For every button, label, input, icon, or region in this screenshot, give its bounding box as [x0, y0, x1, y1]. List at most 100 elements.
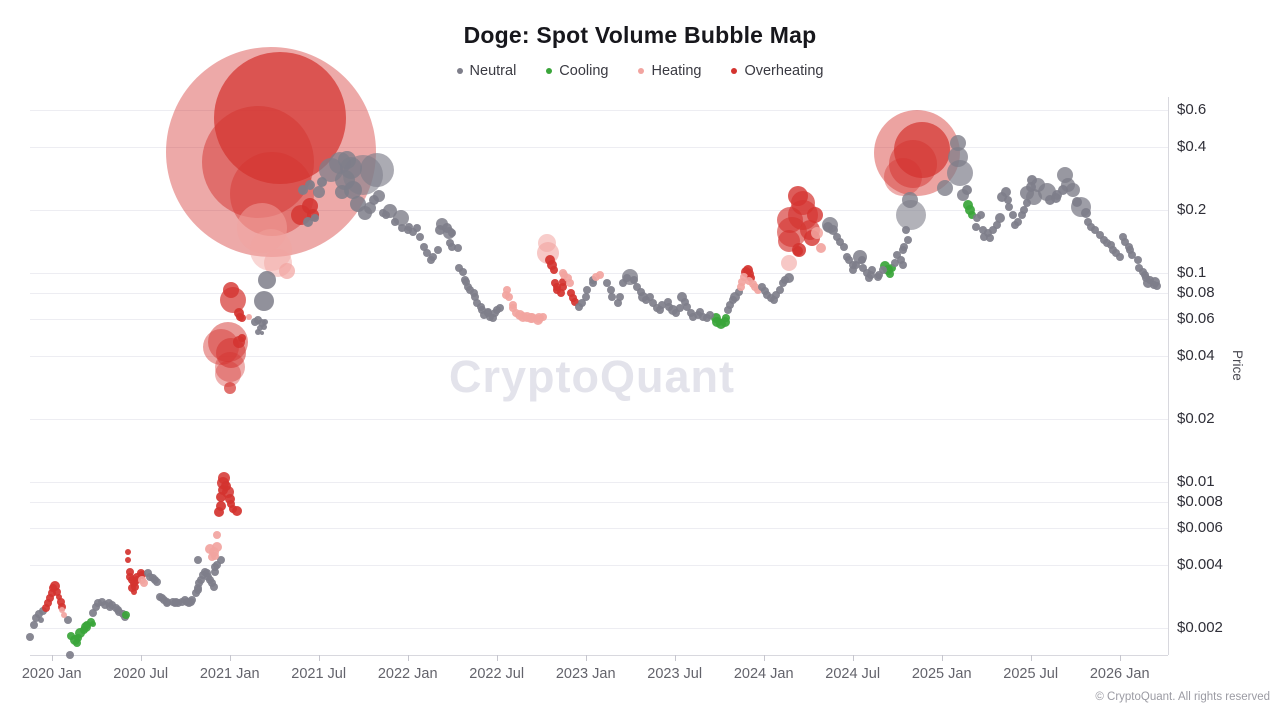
bubble: [608, 292, 617, 301]
bubble: [188, 596, 197, 605]
bubble: [462, 277, 471, 286]
bubble: [537, 234, 556, 253]
bubble: [126, 567, 135, 576]
bubble: [902, 226, 911, 235]
bubble: [1080, 207, 1091, 218]
bubble: [221, 481, 232, 492]
bubble: [563, 274, 572, 283]
x-tick-label: 2023 Jul: [647, 666, 703, 682]
bubble: [75, 628, 86, 639]
bubble: [567, 288, 576, 297]
x-tick-label: 2021 Jul: [291, 666, 347, 682]
gridline: [30, 628, 1168, 629]
x-tick-label: 2020 Jan: [21, 666, 82, 682]
bubble: [262, 319, 269, 326]
bubble: [839, 243, 848, 252]
bubble: [845, 256, 854, 265]
gridline: [30, 356, 1168, 358]
bubble: [729, 296, 738, 304]
bubble: [208, 547, 219, 557]
bubble: [297, 184, 308, 195]
copyright-footer: © CryptoQuant. All rights reserved: [1095, 691, 1270, 703]
bubble: [140, 579, 149, 588]
bubble: [832, 232, 841, 241]
bubble: [1121, 237, 1130, 246]
bubble: [193, 556, 202, 564]
bubble: [672, 308, 681, 317]
bubble: [868, 266, 877, 275]
x-tick: [674, 655, 676, 661]
bubble: [202, 568, 211, 577]
y-tick-label: $0.04: [1177, 347, 1215, 365]
bubble: [360, 152, 395, 187]
bubble: [736, 282, 745, 291]
bubble: [253, 291, 274, 312]
bubble: [152, 577, 161, 586]
bubble: [976, 211, 985, 220]
legend-item-heating[interactable]: Heating: [638, 63, 701, 79]
y-tick-label: $0.01: [1177, 472, 1215, 490]
bubble: [811, 226, 824, 239]
x-tick-label: 2023 Jan: [555, 666, 616, 682]
legend-item-neutral[interactable]: Neutral: [456, 63, 516, 79]
bubble: [686, 308, 695, 317]
bubble: [416, 232, 425, 241]
bubble: [448, 243, 457, 252]
gridline: [30, 502, 1168, 504]
bubble: [985, 233, 994, 242]
gridline: [30, 481, 1168, 483]
bubble: [213, 561, 222, 570]
legend-item-cooling[interactable]: Cooling: [546, 63, 608, 79]
bubble: [989, 226, 998, 235]
bubble: [538, 313, 547, 322]
bubble: [665, 302, 674, 311]
bubble: [836, 237, 845, 246]
bubble: [67, 632, 76, 641]
bubble: [1005, 202, 1014, 211]
bubble: [937, 179, 954, 196]
bubble: [1027, 175, 1038, 186]
bubble: [209, 582, 218, 591]
x-tick: [941, 655, 943, 661]
bubble: [649, 298, 658, 307]
bubble: [883, 157, 922, 196]
legend-dot-icon: [546, 68, 553, 74]
bubble: [857, 256, 866, 265]
bubble: [45, 593, 54, 602]
bubble: [815, 242, 826, 253]
bubble: [409, 227, 418, 236]
bubble: [133, 572, 142, 581]
bubble: [900, 243, 909, 252]
bubble: [980, 232, 989, 241]
bubble: [1115, 253, 1124, 262]
bubble: [231, 505, 242, 516]
bubble: [508, 303, 517, 312]
bubble: [92, 603, 101, 612]
bubble: [246, 314, 253, 321]
bubble: [211, 567, 220, 576]
bubble: [527, 313, 538, 324]
bubble: [852, 261, 861, 270]
y-tick-label: $0.2: [1177, 201, 1207, 218]
bubble: [574, 302, 583, 311]
legend-dot-icon: [638, 68, 645, 74]
bubble: [364, 202, 377, 215]
bubble: [256, 324, 263, 331]
bubble: [212, 541, 223, 552]
x-tick: [318, 655, 320, 661]
bubble: [859, 264, 868, 273]
chart-legend: Neutral Cooling Heating Overheating: [0, 63, 1280, 79]
bubble: [29, 620, 38, 629]
y-tick-label: $0.4: [1177, 138, 1207, 156]
y-tick-label: $0.08: [1177, 284, 1215, 302]
bubble: [473, 298, 482, 307]
bubble: [259, 330, 264, 335]
bubble: [546, 260, 557, 271]
bubble: [1090, 226, 1099, 235]
bubble: [558, 277, 567, 286]
y-tick-label: $0.004: [1177, 556, 1223, 574]
x-tick: [1119, 655, 1121, 661]
bubble: [317, 177, 328, 188]
legend-item-overheating[interactable]: Overheating: [731, 63, 823, 79]
bubble: [633, 282, 642, 291]
